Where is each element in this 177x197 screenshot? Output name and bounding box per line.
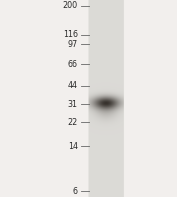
- Text: 66: 66: [68, 60, 78, 69]
- Text: 31: 31: [68, 100, 78, 109]
- Bar: [88, 6, 124, 191]
- Text: 200: 200: [63, 1, 78, 10]
- Text: 22: 22: [68, 118, 78, 127]
- Text: 6: 6: [73, 187, 78, 196]
- Text: 116: 116: [63, 30, 78, 39]
- Text: 97: 97: [68, 40, 78, 49]
- Text: 14: 14: [68, 142, 78, 151]
- Text: 44: 44: [68, 81, 78, 90]
